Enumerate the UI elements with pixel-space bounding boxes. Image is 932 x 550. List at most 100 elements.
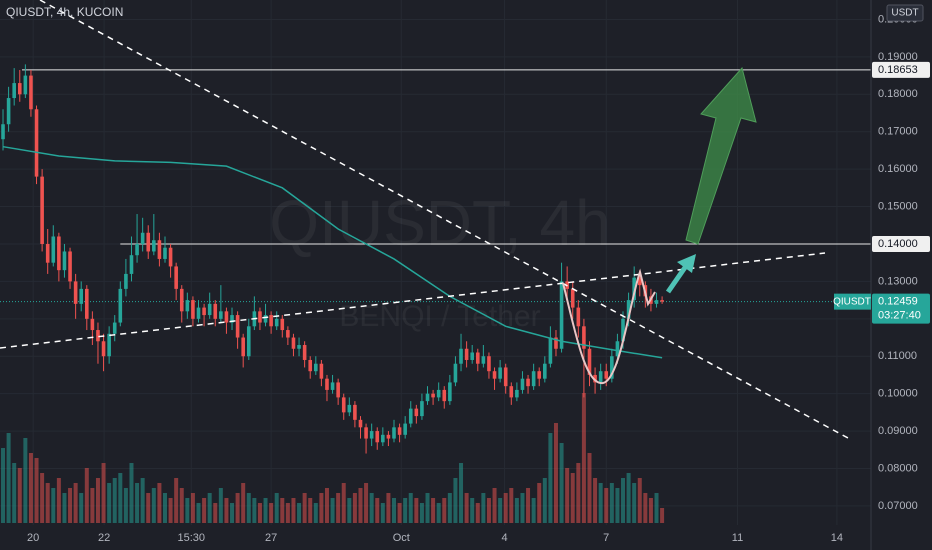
- volume-bar: [118, 473, 123, 523]
- volume-bar: [56, 478, 61, 523]
- candle-body: [140, 232, 145, 244]
- candle-body: [152, 240, 156, 252]
- candle-body: [526, 378, 530, 387]
- candle-body: [314, 363, 318, 372]
- x-tick-label: 11: [732, 532, 743, 544]
- volume-layer: [1, 393, 665, 523]
- volume-bar: [537, 483, 542, 523]
- volume-bar: [648, 498, 653, 523]
- volume-bar: [297, 503, 302, 523]
- candle-body: [604, 371, 609, 379]
- candle-body: [34, 109, 39, 177]
- volume-bar: [224, 498, 229, 523]
- volume-bar: [285, 503, 290, 523]
- x-tick-label: Oct: [393, 532, 410, 544]
- candle-body: [174, 266, 178, 289]
- candle-body: [498, 367, 502, 379]
- small-arrow: [665, 264, 689, 294]
- candle-body: [615, 341, 620, 357]
- volume-bar: [207, 493, 212, 523]
- volume-bar: [470, 498, 475, 523]
- volume-bar: [442, 498, 447, 523]
- candle-body: [101, 341, 106, 357]
- volume-bar: [146, 493, 151, 523]
- candle-body: [397, 427, 402, 435]
- volume-bar: [581, 393, 586, 523]
- volume-bar: [190, 493, 195, 523]
- y-tick-label: 0.15000: [878, 200, 918, 212]
- candle-body: [241, 337, 245, 357]
- volume-bar: [202, 498, 207, 523]
- candle-body: [341, 397, 346, 413]
- candle-body: [325, 378, 329, 390]
- last-price-name: QIUSDT: [833, 296, 871, 307]
- candle-body: [168, 247, 173, 267]
- candle-body: [1, 124, 5, 140]
- volume-bar: [542, 478, 547, 523]
- volume-bar: [352, 493, 357, 523]
- y-tick-label: 0.11000: [878, 350, 917, 362]
- volume-bar: [503, 493, 508, 523]
- volume-bar: [280, 498, 285, 523]
- volume-bar: [604, 488, 609, 523]
- y-tick-label: 0.13000: [878, 275, 918, 287]
- volume-bar: [230, 503, 235, 523]
- volume-bar: [464, 493, 469, 523]
- candle-body: [386, 434, 391, 439]
- levels-layer: [0, 69, 871, 303]
- candle-body: [531, 371, 536, 387]
- price-axis: [871, 0, 932, 550]
- candle-body: [453, 363, 458, 383]
- volume-bar: [632, 483, 637, 523]
- watermark: QIUSDT, 4h: [269, 187, 610, 259]
- volume-bar: [12, 463, 17, 523]
- volume-bar: [101, 463, 106, 523]
- volume-bar: [73, 483, 78, 523]
- candle-body: [621, 318, 625, 342]
- candle-body: [509, 386, 514, 398]
- drawings: [0, 0, 849, 439]
- x-tick-label: 22: [98, 532, 110, 544]
- volume-bar: [481, 493, 486, 523]
- volume-bar: [196, 503, 201, 523]
- volume-bar: [654, 493, 659, 523]
- candle-body: [73, 281, 78, 304]
- volume-bar: [447, 493, 452, 523]
- candle-body: [442, 389, 447, 402]
- candle-body: [598, 371, 603, 383]
- candle-body: [464, 348, 469, 360]
- volume-bar: [51, 488, 56, 523]
- volume-bar: [291, 498, 296, 523]
- volume-bar: [431, 498, 436, 523]
- last-price-box: [872, 293, 930, 324]
- x-tick-label: 14: [831, 532, 843, 544]
- y-tick-label: 0.09000: [878, 425, 918, 437]
- candle-body: [336, 382, 340, 398]
- candle-body: [246, 326, 251, 357]
- candle-body: [185, 300, 190, 312]
- volume-bar: [40, 473, 45, 523]
- volume-bar: [330, 498, 335, 523]
- volume-bar: [375, 498, 380, 523]
- x-tick-label: 7: [603, 532, 609, 544]
- volume-bar: [319, 493, 324, 523]
- candle-body: [431, 393, 435, 398]
- candle-body: [515, 389, 519, 398]
- volume-bar: [28, 453, 33, 523]
- candle-body: [23, 75, 28, 95]
- volume-bar: [369, 493, 374, 523]
- candle-body: [179, 288, 184, 312]
- volume-bar: [531, 498, 536, 523]
- volume-bar: [397, 503, 402, 523]
- candle-body: [146, 232, 151, 252]
- volume-bar: [17, 468, 22, 523]
- y-tick-label: 0.16000: [878, 163, 918, 175]
- volume-bar: [79, 493, 84, 523]
- volume-bar: [391, 498, 396, 523]
- volume-bar: [157, 483, 162, 523]
- volume-bar: [598, 483, 603, 523]
- volume-bar: [660, 508, 665, 523]
- volume-bar: [615, 488, 620, 523]
- volume-bar: [336, 493, 341, 523]
- volume-bar: [162, 493, 167, 523]
